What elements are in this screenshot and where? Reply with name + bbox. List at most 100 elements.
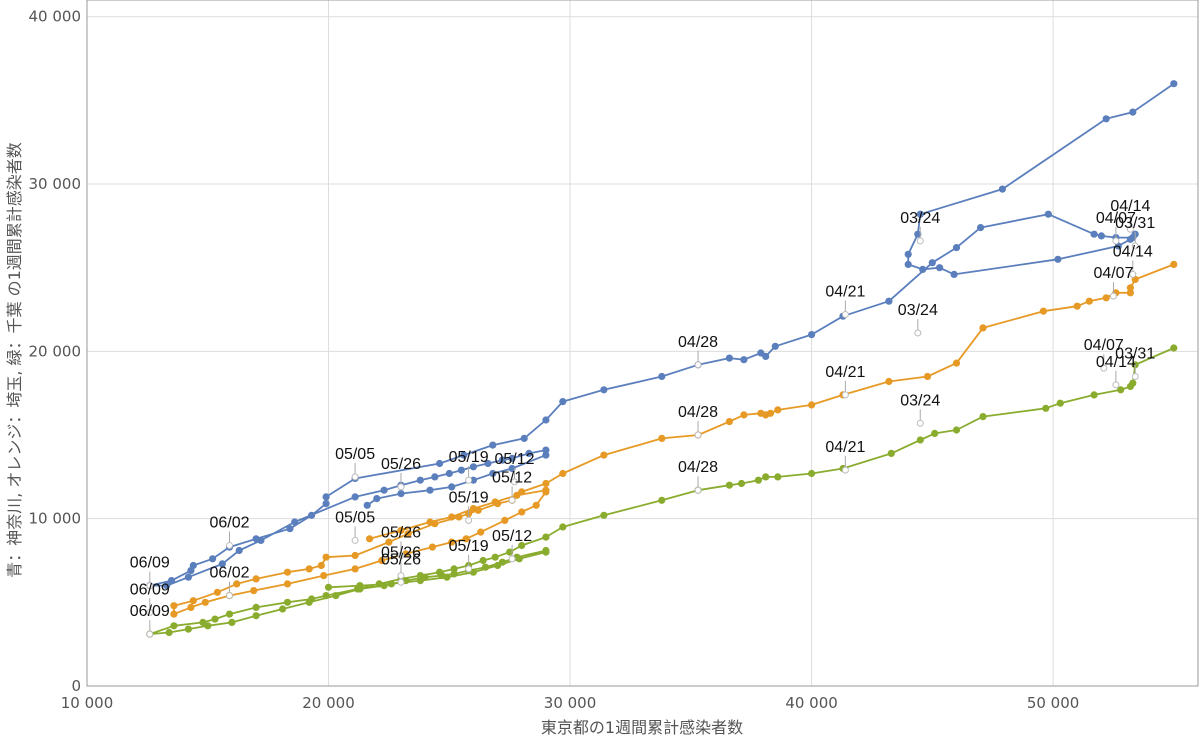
data-point <box>445 469 453 478</box>
data-point <box>308 511 316 519</box>
data-point <box>455 513 463 521</box>
data-point <box>885 377 893 386</box>
annotation-marker <box>351 536 359 544</box>
data-point <box>998 185 1007 193</box>
date-label: 04/14 <box>1110 198 1150 215</box>
data-point <box>904 260 912 268</box>
date-label: 04/28 <box>678 404 718 421</box>
data-point <box>305 565 313 573</box>
data-point <box>163 582 171 590</box>
annotation-marker <box>1131 242 1139 250</box>
data-point <box>252 603 260 612</box>
data-point <box>513 491 521 499</box>
date-label: 06/02 <box>209 514 249 531</box>
data-point <box>279 605 287 613</box>
annotation-marker <box>1129 270 1137 278</box>
data-point <box>725 418 734 426</box>
date-label: 06/09 <box>130 581 170 598</box>
x-tick-label: 20 000 <box>302 694 355 712</box>
data-point <box>904 250 912 258</box>
data-point <box>450 565 458 573</box>
data-point <box>1044 210 1052 218</box>
data-point <box>1129 108 1137 116</box>
data-point <box>320 572 328 580</box>
data-point <box>725 481 734 489</box>
data-point <box>397 490 405 498</box>
data-point <box>1039 307 1047 315</box>
date-label: 06/09 <box>130 603 170 620</box>
date-label: 05/12 <box>492 469 532 486</box>
annotation-marker <box>694 431 702 439</box>
data-point <box>491 553 499 561</box>
data-point <box>252 612 260 620</box>
date-label: 05/12 <box>494 451 534 468</box>
data-point <box>165 628 173 637</box>
data-point <box>916 210 924 218</box>
data-point <box>757 349 765 357</box>
data-point <box>952 426 961 434</box>
data-point <box>542 416 550 424</box>
data-point <box>1054 255 1062 263</box>
data-point <box>184 573 192 581</box>
plot-frame <box>86 0 1199 687</box>
annotation-marker <box>397 572 405 580</box>
date-label: 03/31 <box>1115 215 1155 232</box>
data-point <box>600 511 608 519</box>
data-point <box>201 598 209 606</box>
date-label: 04/21 <box>825 284 865 301</box>
data-point <box>887 449 895 457</box>
date-label: 04/14 <box>1096 354 1136 371</box>
data-point <box>754 476 763 484</box>
data-point <box>211 615 219 623</box>
data-point <box>774 406 782 414</box>
x-tick-label: 40 000 <box>785 694 838 712</box>
date-label: 03/31 <box>1115 345 1155 362</box>
data-point <box>366 535 374 543</box>
data-point <box>250 587 258 595</box>
data-point <box>469 463 477 471</box>
data-point <box>283 580 292 588</box>
data-point <box>170 610 178 618</box>
data-point <box>322 592 330 600</box>
data-point <box>762 473 770 481</box>
annotation-marker <box>1112 381 1120 389</box>
annotation-marker <box>225 592 233 600</box>
data-point <box>740 356 748 364</box>
data-point <box>525 449 533 457</box>
data-point <box>542 446 550 454</box>
data-point <box>977 224 985 232</box>
data-point <box>916 436 924 444</box>
y-tick-label: 0 <box>71 677 81 695</box>
annotation-marker <box>1100 364 1108 372</box>
date-label: 04/28 <box>678 459 718 476</box>
data-point <box>397 526 405 535</box>
data-point <box>443 573 451 581</box>
date-label: 03/24 <box>898 302 938 319</box>
data-point <box>322 493 330 501</box>
annotation-marker <box>465 516 473 524</box>
data-point <box>204 622 212 630</box>
data-point <box>457 466 465 474</box>
annotation-marker <box>397 551 405 559</box>
data-point <box>1170 260 1178 268</box>
data-point <box>1085 297 1093 305</box>
annotation-marker <box>510 478 518 486</box>
data-point <box>460 451 468 459</box>
data-point <box>914 230 922 238</box>
annotation-marker <box>1131 372 1139 380</box>
date-label: 05/19 <box>449 538 489 555</box>
data-point <box>426 518 434 526</box>
data-point <box>351 493 359 501</box>
data-point <box>725 354 734 362</box>
data-point <box>508 454 516 462</box>
data-point <box>1126 284 1134 292</box>
date-label: 04/28 <box>678 334 718 351</box>
date-label: 03/24 <box>900 210 940 227</box>
data-point <box>506 548 514 556</box>
data-point <box>542 486 550 494</box>
data-point <box>600 451 608 459</box>
data-point <box>952 359 961 367</box>
data-point <box>1129 234 1137 242</box>
data-point <box>322 500 330 508</box>
